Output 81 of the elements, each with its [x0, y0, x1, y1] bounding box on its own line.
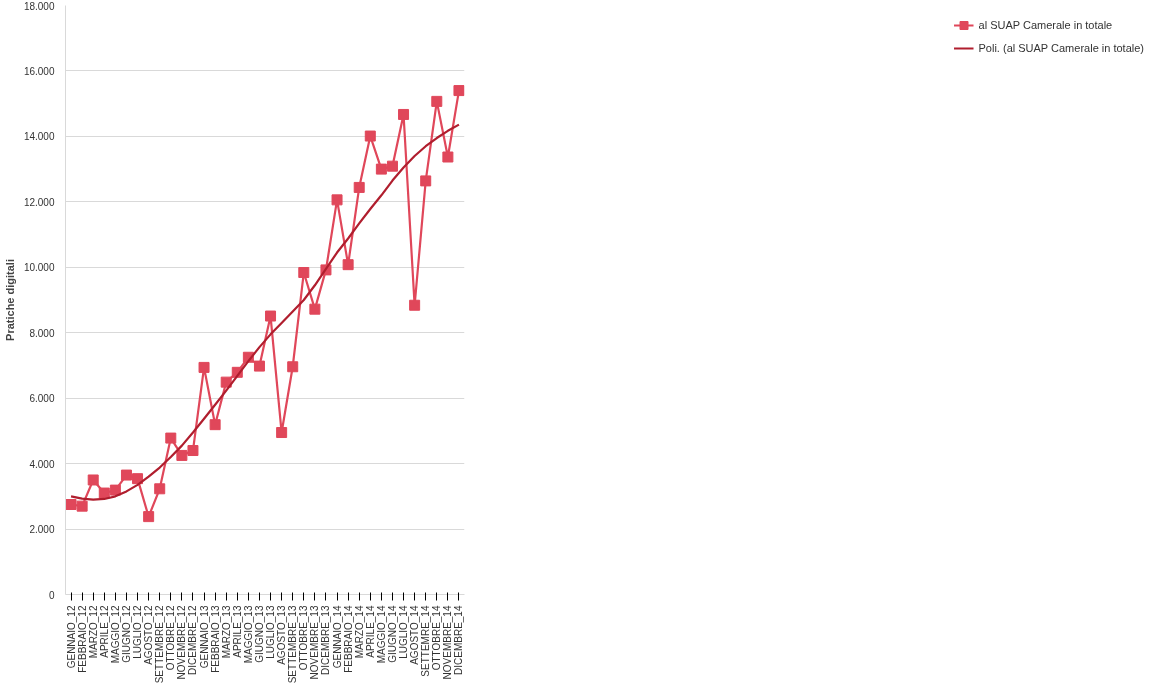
legend-label: al SUAP Camerale in totale [978, 19, 1113, 31]
point [398, 108, 410, 120]
point [220, 376, 232, 388]
x-tick-label: DICEMBRE_14 [453, 605, 465, 675]
x-tick-label: GENNAIO_13 [198, 605, 210, 669]
x-tick-label: LUGLIO_13 [265, 605, 277, 659]
x-tick-label: AGOSTO_14 [409, 605, 421, 665]
point [209, 419, 221, 431]
x-tick-label: GENNAIO_14 [331, 605, 343, 669]
point [298, 267, 310, 279]
point [265, 310, 277, 322]
point [165, 432, 177, 444]
x-tick-label: SETTEMBRE_12 [154, 605, 166, 684]
point [253, 360, 265, 372]
x-tick-label: MARZO_12 [87, 605, 99, 659]
x-tick-label: MAGGIO_12 [109, 605, 121, 664]
x-tick-label: NOVEMBRE_13 [309, 605, 321, 680]
point [342, 259, 354, 271]
x-tick-label: SETTEMBRE_13 [287, 605, 299, 684]
x-tick-label: APRILE_12 [98, 605, 110, 658]
x-tick-label: FEBBRAIO_14 [342, 605, 354, 673]
y-tick-label: 18.000 [23, 0, 55, 12]
point [353, 181, 365, 193]
x-tick-label: SETTEMRE_14 [420, 605, 432, 677]
x-tick-label: MARZO_13 [220, 605, 232, 659]
point [98, 487, 110, 499]
x-tick-label: DICEMBRE_13 [320, 605, 332, 675]
x-tick-label: APRILE_13 [231, 605, 243, 658]
x-tick-label: LUGLIO_12 [132, 605, 144, 659]
point [143, 511, 155, 523]
x-tick-label: MARZO_14 [353, 605, 365, 659]
y-tick-label: 6.000 [29, 393, 55, 405]
point [198, 361, 210, 373]
y-tick-label: 10.000 [23, 262, 55, 274]
point [431, 95, 443, 107]
legend-label: Poli. (al SUAP Camerale in totale) [978, 42, 1144, 54]
point [176, 449, 188, 461]
x-tick-label: AGOSTO_12 [143, 605, 155, 665]
x-tick-label: MAGGIO_13 [242, 605, 254, 664]
point [364, 130, 376, 142]
x-tick-label: GIUGNO_14 [386, 605, 398, 663]
x-tick-label: OTTOBRE_13 [298, 605, 310, 671]
point [154, 483, 166, 495]
x-tick-label: APRILE_14 [364, 605, 376, 658]
x-tick-label: NOVEMBRE_14 [442, 605, 454, 680]
point [87, 474, 99, 486]
x-tick-label: NOVEMBRE_12 [176, 605, 188, 680]
point [120, 469, 132, 481]
x-tick-label: FEBBRAIO_12 [76, 605, 88, 673]
point [420, 175, 432, 187]
x-tick-label: OTTOBRE_12 [165, 605, 177, 671]
point [375, 163, 387, 175]
point [309, 303, 321, 315]
x-tick-label: GIUGNO_12 [120, 605, 132, 663]
point [409, 299, 421, 311]
point [453, 85, 465, 97]
y-tick-label: 8.000 [29, 327, 55, 339]
y-tick-label: 2.000 [29, 524, 55, 536]
x-tick-label: AGOSTO_13 [276, 605, 288, 665]
y-tick-label: 0 [48, 589, 55, 601]
y-tick-label: 16.000 [23, 65, 55, 77]
point [386, 160, 398, 172]
y-axis-title: Pratiche digitali [3, 259, 16, 341]
x-tick-label: DICEMBRE_12 [187, 605, 199, 675]
point [442, 151, 454, 163]
point [109, 484, 121, 496]
point [276, 427, 288, 439]
point [287, 361, 299, 373]
x-tick-label: MAGGIO_14 [375, 605, 387, 664]
y-tick-label: 12.000 [23, 196, 55, 208]
point [187, 445, 199, 457]
x-tick-label: FEBBRAIO_13 [209, 605, 221, 673]
point [331, 194, 343, 206]
point [76, 500, 88, 512]
x-tick-label: GENNAIO_12 [65, 605, 77, 669]
x-tick-label: LUGLIO_14 [398, 605, 410, 659]
point [65, 499, 77, 511]
x-tick-label: OTTOBRE_14 [431, 605, 443, 671]
x-tick-label: GIUGNO_13 [253, 605, 265, 663]
y-tick-label: 4.000 [29, 458, 55, 470]
y-tick-label: 14.000 [23, 131, 55, 143]
